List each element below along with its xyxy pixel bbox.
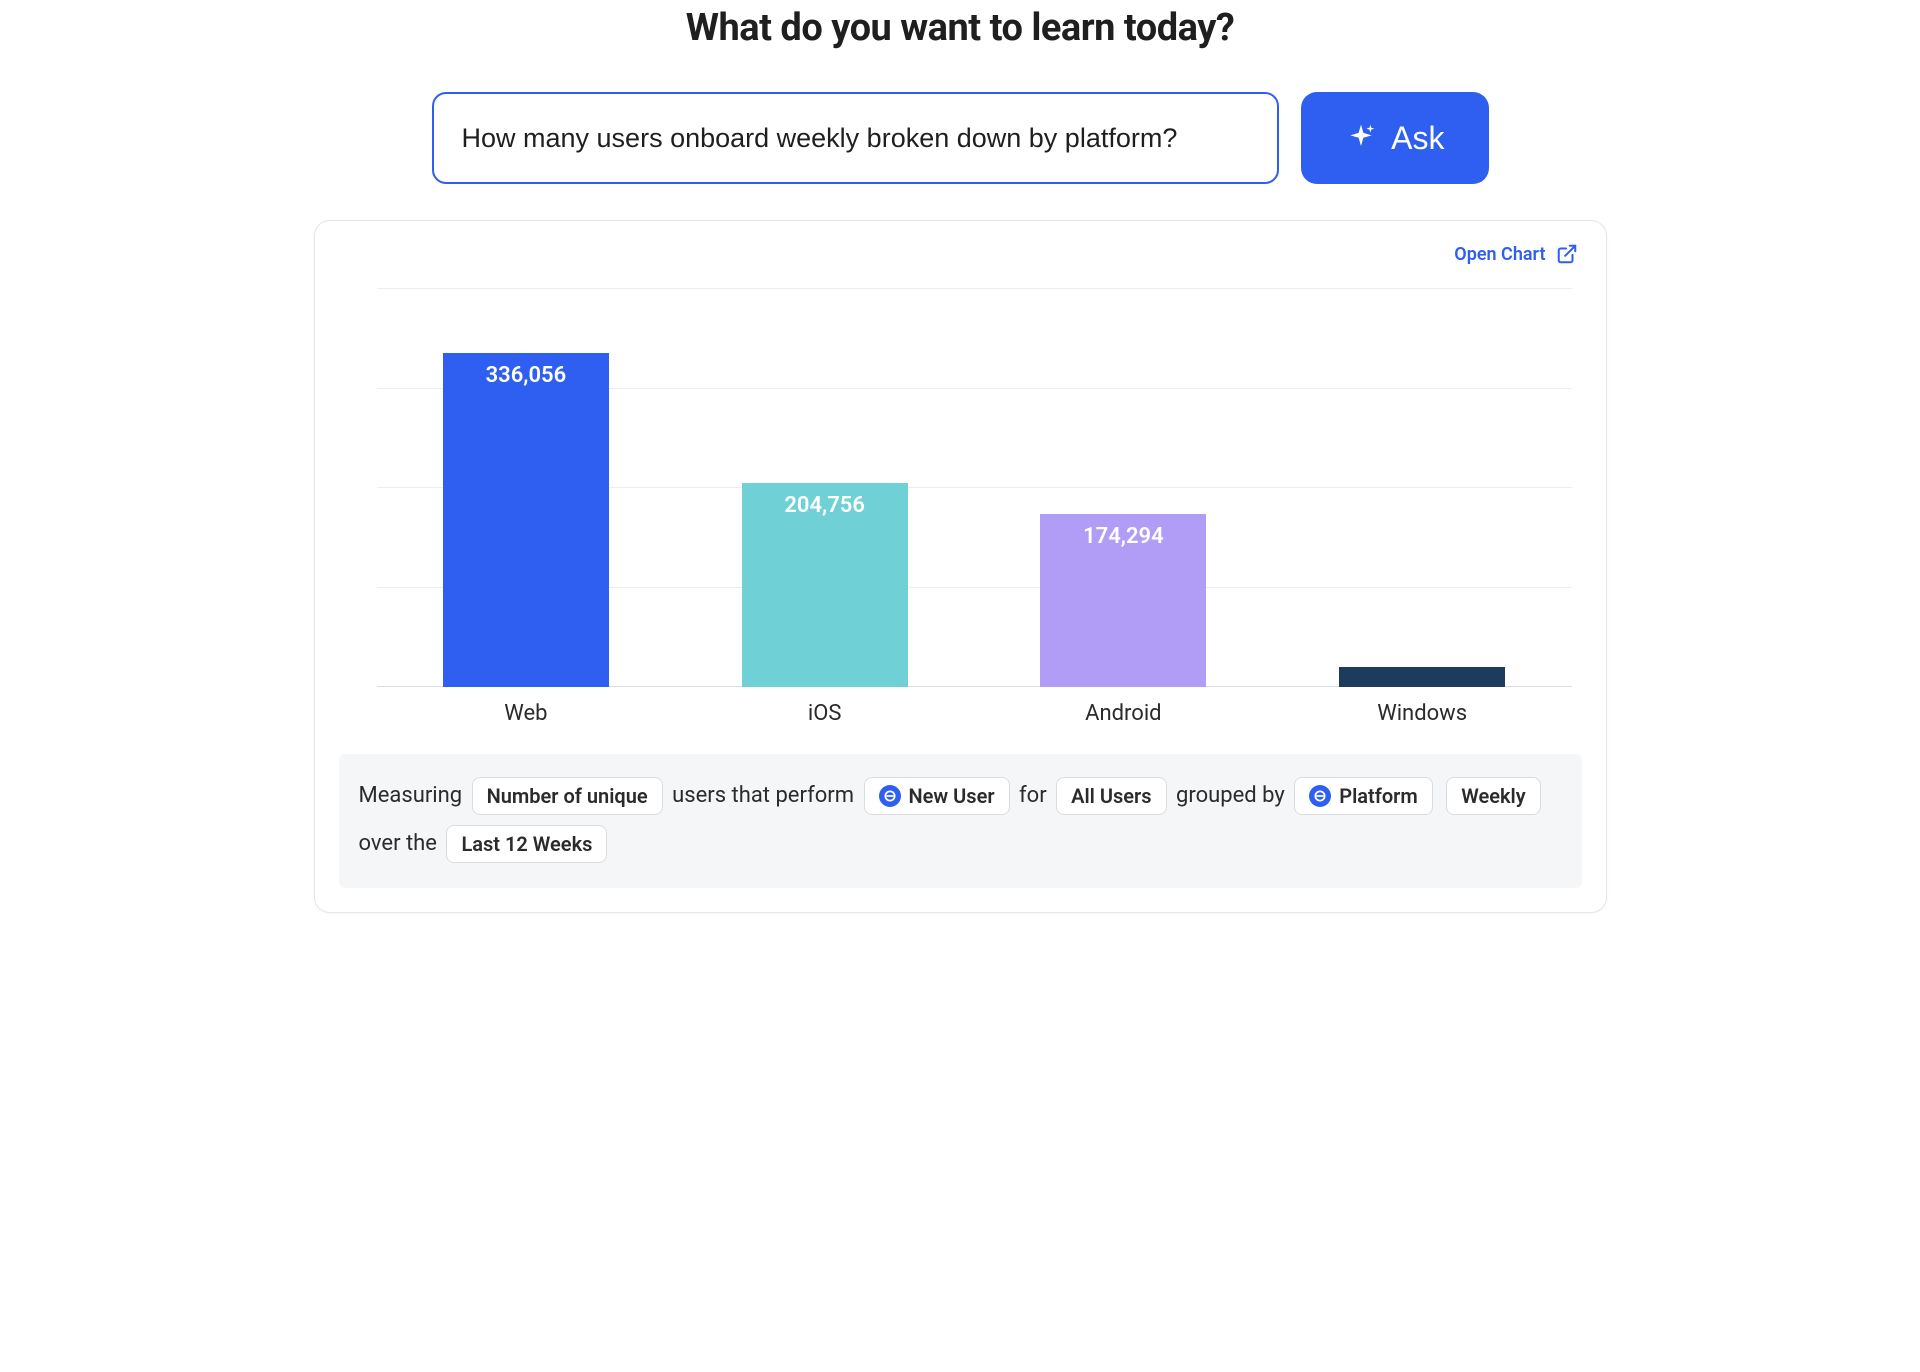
chart-card: Open Chart 336,056204,756174,294 WebiOSA… <box>314 220 1607 913</box>
summary-text: for <box>1019 783 1047 808</box>
summary-text: grouped by <box>1176 783 1285 808</box>
bar-windows[interactable] <box>1339 667 1505 687</box>
bar-slot: 336,056 <box>377 289 676 687</box>
chip-event[interactable]: New User <box>864 777 1010 815</box>
query-row: Ask <box>314 92 1607 184</box>
bar-value-label: 336,056 <box>486 353 567 388</box>
bar-slot <box>1273 289 1572 687</box>
ask-button-label: Ask <box>1391 120 1444 157</box>
bar-value-label: 174,294 <box>1083 514 1164 549</box>
bar-slot: 174,294 <box>974 289 1273 687</box>
summary-text: over the <box>359 831 437 856</box>
bar-ios[interactable]: 204,756 <box>742 483 908 687</box>
chart-x-axis: WebiOSAndroidWindows <box>377 701 1572 726</box>
bar-web[interactable]: 336,056 <box>443 353 609 687</box>
chip-groupby-label: Platform <box>1339 782 1418 810</box>
chip-measure[interactable]: Number of unique <box>472 777 663 815</box>
chip-interval[interactable]: Weekly <box>1446 777 1540 815</box>
query-input[interactable] <box>432 92 1280 184</box>
chip-interval-label: Weekly <box>1461 782 1525 810</box>
open-chart-label: Open Chart <box>1454 244 1545 265</box>
ask-button[interactable]: Ask <box>1301 92 1488 184</box>
bar-android[interactable]: 174,294 <box>1040 514 1206 687</box>
sparkle-icon <box>1345 122 1377 154</box>
open-chart-link[interactable]: Open Chart <box>1454 243 1577 265</box>
chart-plot-area: 336,056 204,756 174,294 <box>377 289 1572 687</box>
bar-value-label: 204,756 <box>784 483 865 518</box>
chip-segment[interactable]: All Users <box>1056 777 1166 815</box>
summary-text: users that perform <box>672 783 854 808</box>
card-header: Open Chart <box>339 243 1582 271</box>
x-tick-label: Web <box>377 701 676 726</box>
chip-segment-label: All Users <box>1071 782 1151 810</box>
chart-bars: 336,056 204,756 174,294 <box>377 289 1572 687</box>
chip-event-label: New User <box>909 782 995 810</box>
bar-slot: 204,756 <box>675 289 974 687</box>
x-tick-label: Android <box>974 701 1273 726</box>
chip-groupby[interactable]: Platform <box>1294 777 1433 815</box>
external-link-icon <box>1556 243 1578 265</box>
page-heading: What do you want to learn today? <box>314 6 1607 50</box>
query-summary: Measuring Number of unique users that pe… <box>339 754 1582 888</box>
event-badge-icon <box>879 785 901 807</box>
chip-range[interactable]: Last 12 Weeks <box>446 825 607 863</box>
summary-text: Measuring <box>359 783 463 808</box>
chip-measure-label: Number of unique <box>487 782 648 810</box>
x-tick-label: iOS <box>675 701 974 726</box>
groupby-badge-icon <box>1309 785 1331 807</box>
x-tick-label: Windows <box>1273 701 1572 726</box>
chip-range-label: Last 12 Weeks <box>461 830 592 858</box>
